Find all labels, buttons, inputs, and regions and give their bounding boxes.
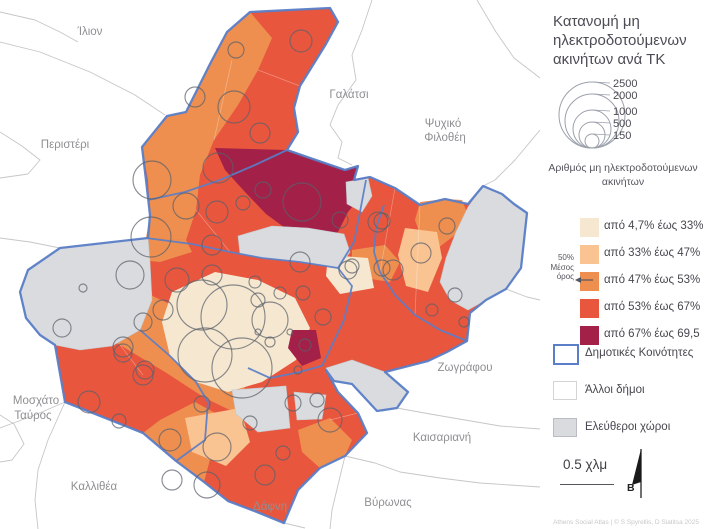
label-zografou: Ζωγράφου [437, 362, 492, 374]
other-municipality-swatch [553, 381, 577, 400]
community-boundary-swatch [553, 344, 579, 365]
open-space-polygons [19, 177, 528, 433]
label-ilion: Ίλιον [77, 26, 103, 38]
class-label-1: από 4,7% έως 33% [604, 220, 704, 232]
size-value-500: 500 [613, 118, 631, 130]
north-label: Β [627, 482, 635, 494]
size-value-2500: 2500 [613, 78, 637, 90]
other-municipality-label: Άλλοι δήμοι [585, 384, 645, 396]
class-legend-row: από 67% έως 69,5 [540, 323, 705, 350]
size-value-150: 150 [613, 130, 631, 142]
class-legend-row: από 4,7% έως 33% [540, 215, 705, 242]
class-label-2: από 33% έως 47% [604, 247, 701, 259]
label-kallithea: Καλλιθέα [71, 481, 118, 493]
neighbor-labels: Ίλιον Περιστέρι Γαλάτσι Ψυχικό Φιλοθέη Ζ… [13, 26, 493, 513]
class-swatch-1 [580, 218, 599, 237]
attribution-text: Athens Social Atlas | © S Spyrellis, D S… [553, 519, 699, 526]
label-dafni: Δάφνη [253, 501, 287, 513]
map-canvas: Ίλιον Περιστέρι Γαλάτσι Ψυχικό Φιλοθέη Ζ… [0, 0, 540, 529]
class-legend-row: από 33% έως 47% [540, 242, 705, 269]
class-label-5: από 67% έως 69,5 [604, 328, 700, 340]
class-swatch-3 [580, 272, 599, 291]
class-legend-row: από 47% έως 53% [540, 269, 705, 296]
mean-annotation: 50% Μέσος όρος [550, 253, 574, 282]
class-label-4: από 53% έως 67% [604, 301, 701, 313]
size-value-2000: 2000 [613, 90, 637, 102]
label-galatsi: Γαλάτσι [329, 89, 369, 101]
size-legend-caption: Αριθμός μη ηλεκτροδοτούμενων ακινήτων [548, 162, 698, 188]
label-vyronas: Βύρωνας [364, 497, 412, 509]
label-psychiko: Ψυχικό [425, 118, 462, 130]
label-peristeri: Περιστέρι [41, 139, 90, 151]
scale-bar-label: 0.5 χλμ [563, 457, 608, 472]
athens-outer-border [18, 6, 529, 525]
class-label-3: από 47% έως 53% [604, 274, 701, 286]
label-tavros: Ταύρος [14, 410, 52, 422]
boundary-legend-row: Δημοτικές Κοινότητες [540, 338, 705, 375]
legend-panel: Κατανομή μη ηλεκτροδοτούμενων ακινήτων α… [540, 0, 705, 529]
label-moschato: Μοσχάτο [13, 395, 59, 407]
label-kaisariani: Καισαριανή [413, 432, 471, 444]
north-arrow-icon: Β [627, 449, 642, 498]
label-filothei: Φιλοθέη [424, 132, 466, 144]
boundary-legend-row: Άλλοι δήμοι [540, 375, 705, 412]
boundary-legend: Δημοτικές Κοινότητες Άλλοι δήμοι Ελεύθερ… [540, 338, 705, 449]
mean-arrow-icon [575, 277, 593, 283]
community-boundary-label: Δημοτικές Κοινότητες [585, 347, 694, 359]
class-legend: από 4,7% έως 33% από 33% έως 47% από 47%… [540, 215, 705, 350]
open-space-label: Ελεύθεροι χώροι [585, 421, 671, 433]
boundary-legend-row: Ελεύθεροι χώροι [540, 412, 705, 449]
open-space-swatch [553, 418, 577, 437]
neighbor-boundaries [0, 0, 540, 529]
size-legend: 2500 2000 1000 500 150 [558, 78, 637, 149]
class-swatch-5 [580, 326, 599, 345]
proportional-circles [52, 29, 470, 499]
class-swatch-2 [580, 245, 599, 264]
class-swatch-4 [580, 299, 599, 318]
size-value-1000: 1000 [613, 106, 637, 118]
scale-bar-line [560, 484, 614, 485]
class-legend-row: από 53% έως 67% [540, 296, 705, 323]
legend-title: Κατανομή μη ηλεκτροδοτούμενων ακινήτων α… [553, 13, 687, 69]
